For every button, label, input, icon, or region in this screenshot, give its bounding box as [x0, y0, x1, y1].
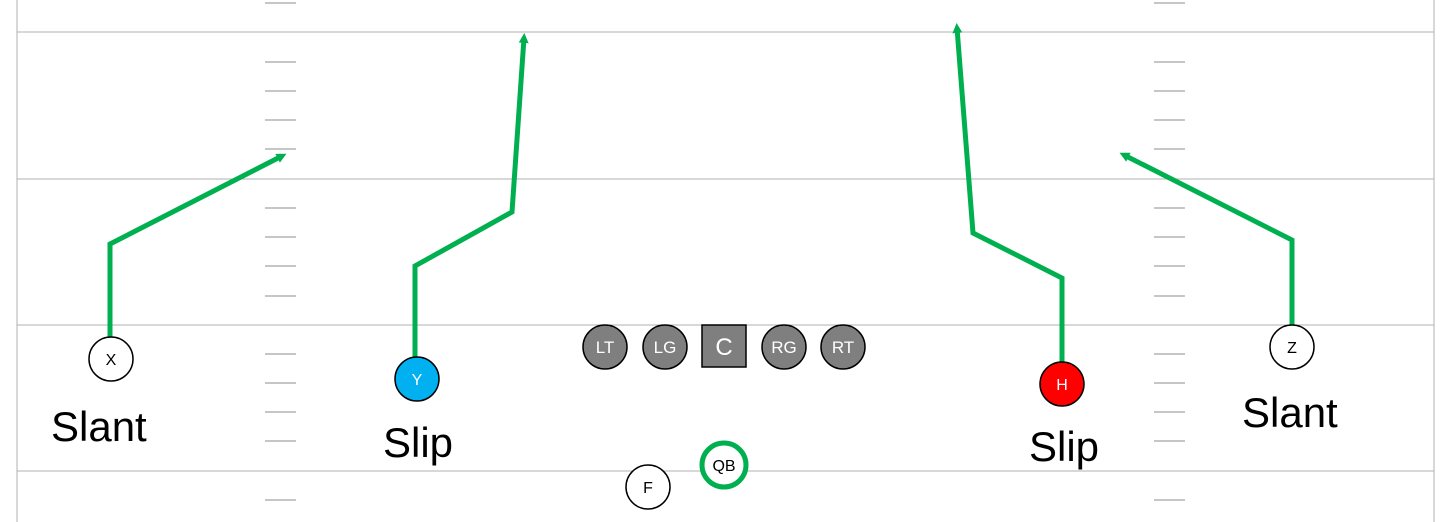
lineman-c-square — [701, 324, 747, 368]
routes — [107, 23, 1295, 367]
y-slip-route — [412, 33, 529, 363]
lineman-lg-circle — [642, 324, 688, 370]
lineman-rg-circle — [761, 324, 807, 370]
lineman-rt-circle — [820, 324, 866, 370]
lineman-lg-label: LG — [654, 338, 677, 357]
player-h-circle — [1039, 361, 1085, 407]
lineman-rg: RG — [761, 324, 807, 370]
player-qb: QB — [699, 440, 749, 490]
route-label-z: Slant — [1242, 389, 1338, 436]
player-z: Z — [1269, 324, 1315, 370]
lineman-lg: LG — [642, 324, 688, 370]
route-label-h: Slip — [1029, 423, 1099, 470]
player-x: X — [88, 336, 134, 382]
player-h: H — [1039, 361, 1085, 407]
x-slant-route — [107, 153, 287, 340]
player-z-circle — [1269, 324, 1315, 370]
lineman-c-label: C — [715, 334, 732, 361]
lineman-lt-label: LT — [596, 338, 615, 357]
lineman-rt: RT — [820, 324, 866, 370]
route-label-y: Slip — [383, 419, 453, 466]
h-slip-route — [952, 23, 1065, 367]
player-f: F — [625, 464, 671, 510]
hash-marks-left — [265, 2, 296, 501]
lineman-lt-circle — [582, 324, 628, 370]
player-f-circle — [625, 464, 671, 510]
player-f-label: F — [643, 480, 653, 497]
player-x-label: X — [106, 352, 117, 369]
player-y: Y — [394, 356, 440, 402]
player-z-label: Z — [1287, 340, 1297, 357]
hash-marks-right — [1154, 2, 1185, 501]
lineman-lt: LT — [582, 324, 628, 370]
lineman-rg-label: RG — [771, 338, 797, 357]
player-qb-label: QB — [712, 458, 735, 475]
player-y-circle — [394, 356, 440, 402]
offensive-line: LT LG C RG RT — [582, 324, 866, 370]
z-slant-route — [1119, 152, 1295, 330]
player-y-label: Y — [412, 372, 423, 389]
lineman-rt-label: RT — [832, 338, 854, 357]
player-x-circle — [88, 336, 134, 382]
player-h-label: H — [1056, 377, 1068, 394]
player-qb-circle — [699, 440, 749, 490]
lineman-c: C — [701, 324, 747, 368]
route-label-x: Slant — [51, 403, 147, 450]
